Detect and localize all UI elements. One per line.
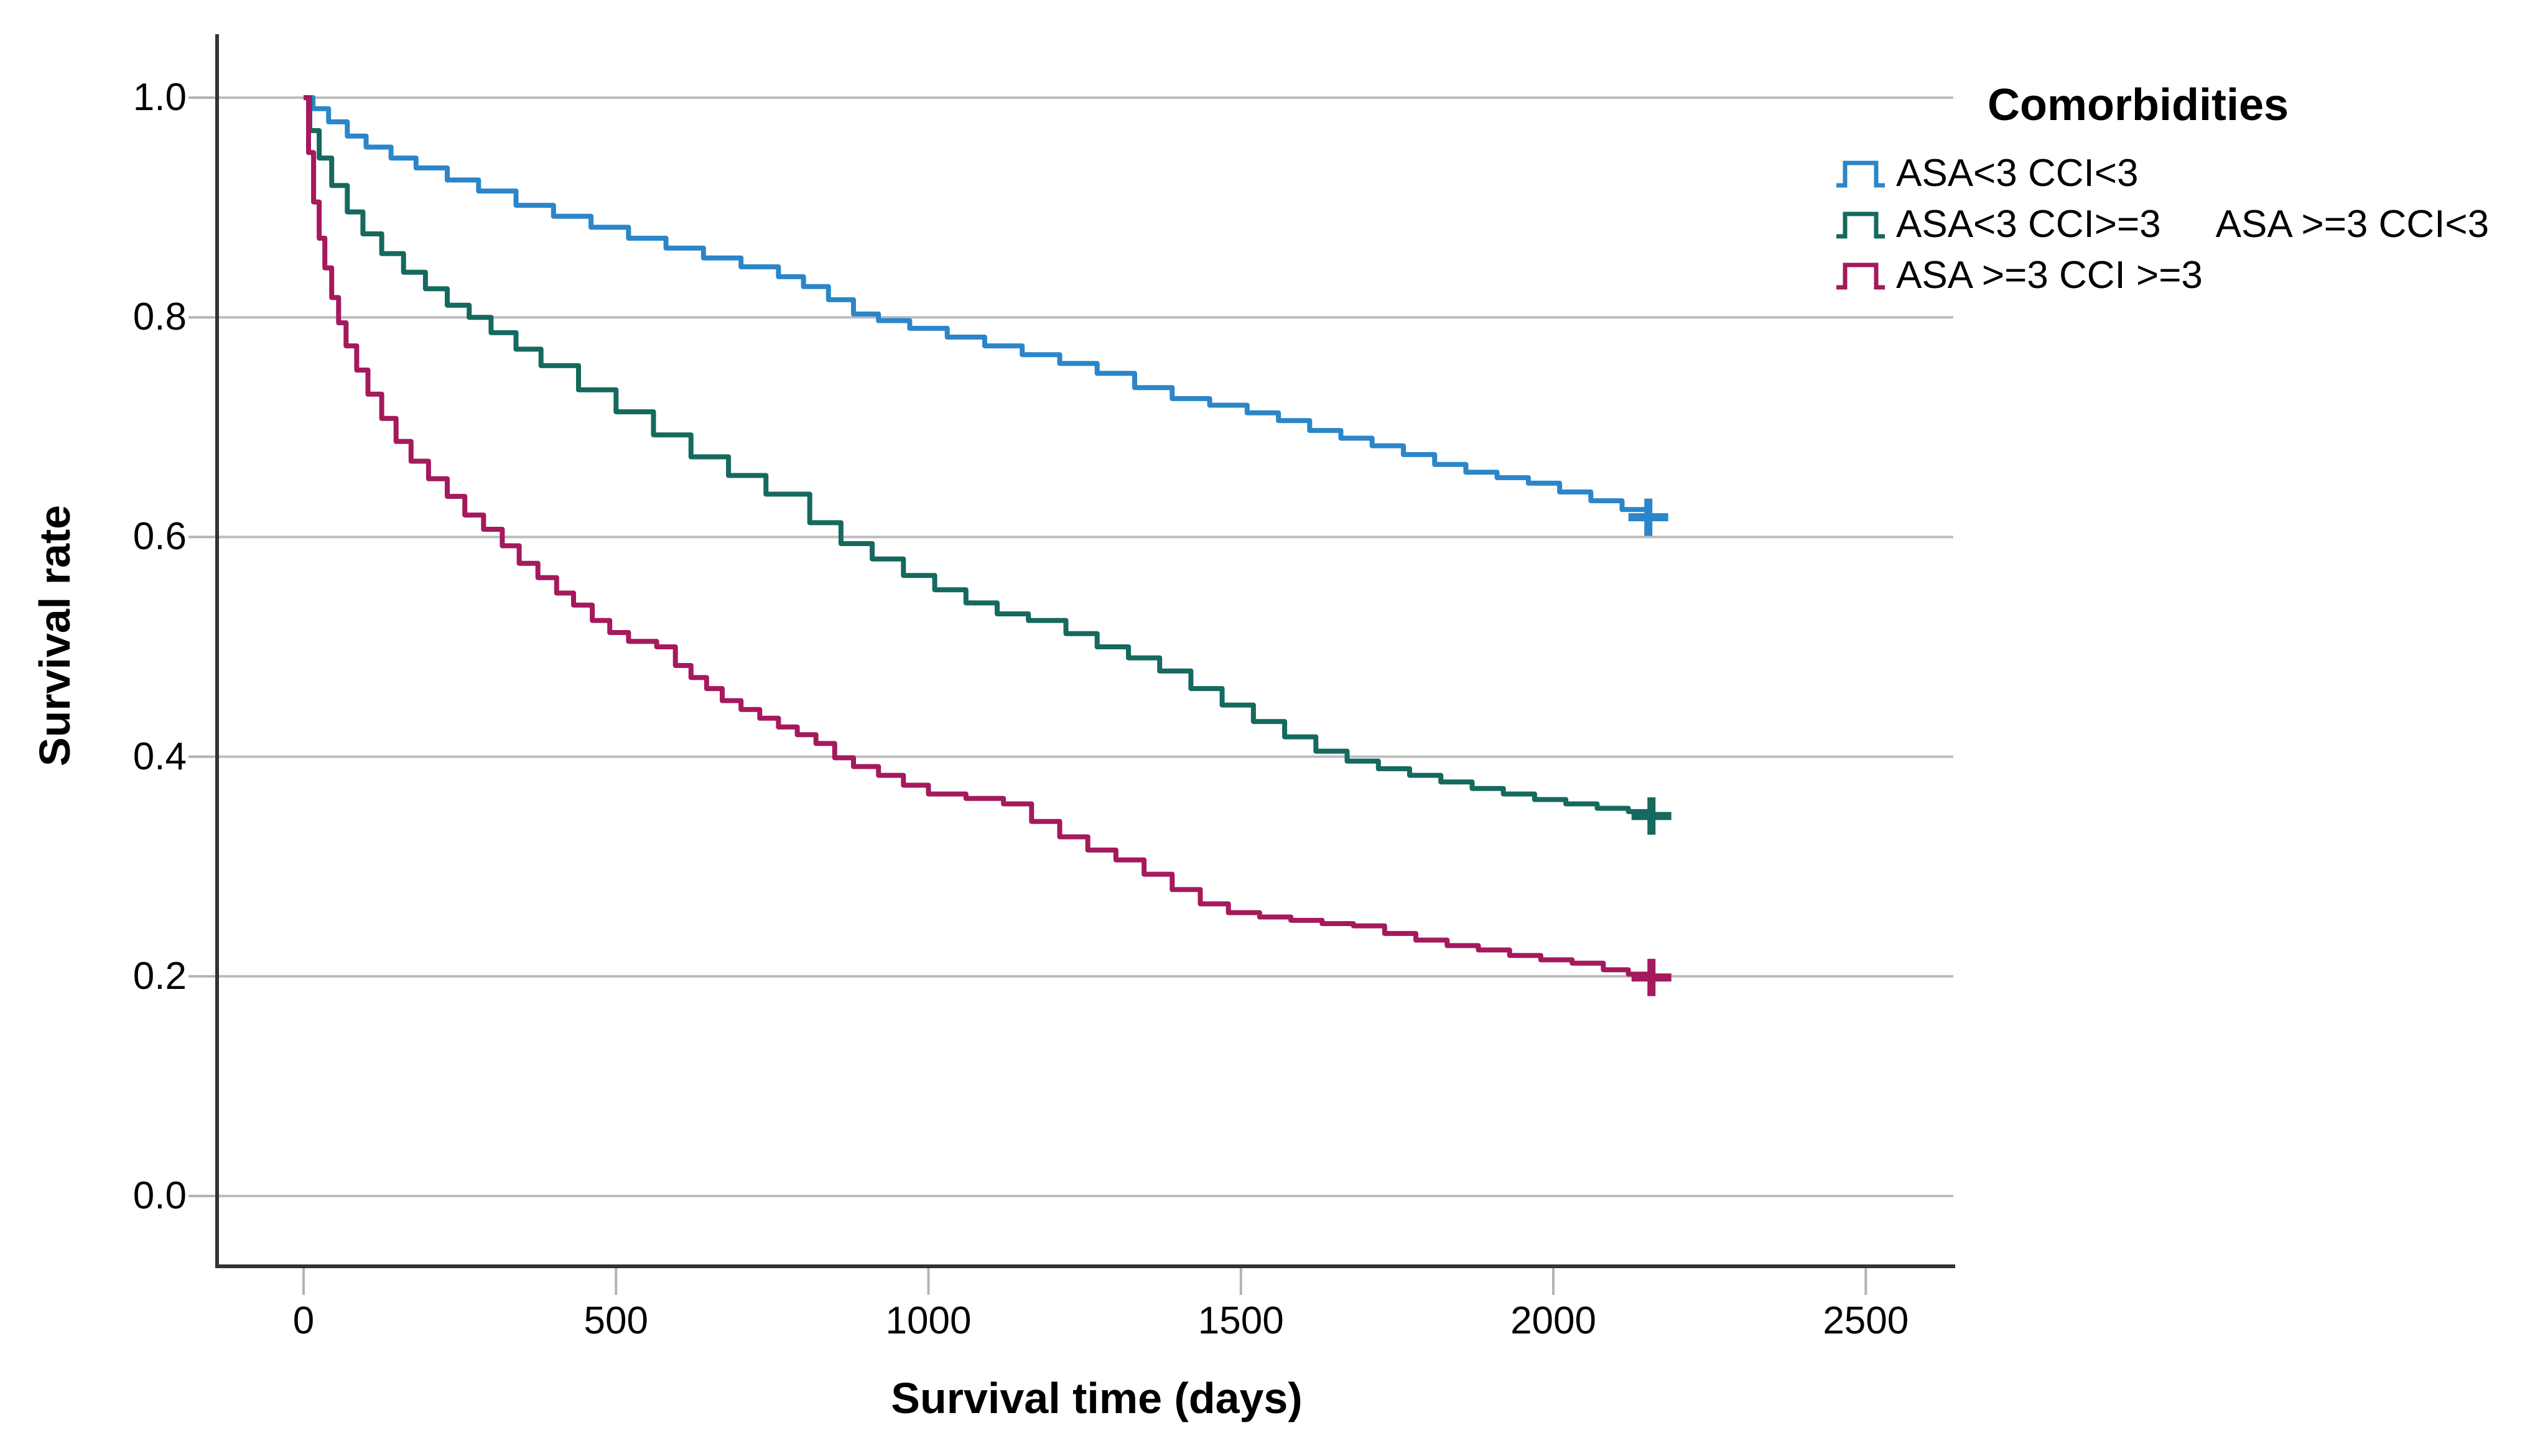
survival-curve: [304, 95, 1654, 978]
survival-curves: [304, 95, 1672, 996]
x-tick-label: 2500: [1823, 1299, 1909, 1342]
y-tick-label: 0.8: [133, 295, 187, 339]
legend-item-asa-lt3-cci-lt3: ASA<3 CCI<3: [1835, 152, 2138, 195]
legend-item-asa-ge3-cci-ge3: ASA >=3 CCI >=3: [1835, 254, 2203, 297]
y-tick-label: 0.2: [133, 954, 187, 998]
legend-item-asa-lt3-cci-ge3: ASA<3 CCI>=3 ASA >=3 CCI<3: [1835, 203, 2489, 246]
legend: Comorbidities ASA<3 CCI<3 ASA<3 CCI>=3 A…: [1835, 80, 2523, 316]
axis-lines: [215, 34, 1955, 1268]
x-tick-label: 2000: [1510, 1299, 1596, 1342]
x-axis-ticks: [302, 1266, 1867, 1295]
y-tick-label: 0.6: [133, 515, 187, 559]
step-line-swatch-icon: [1836, 211, 1885, 239]
gridlines: [219, 96, 1953, 1197]
x-tick-label: 1500: [1197, 1299, 1284, 1342]
y-axis-title: Survival rate: [30, 504, 79, 767]
y-tick-label: 0.0: [133, 1174, 187, 1217]
survival-curve: [304, 95, 1654, 816]
step-line-swatch-icon: [1836, 262, 1885, 290]
step-line-swatch-icon: [1836, 160, 1885, 188]
y-tick-label: 0.4: [133, 735, 187, 778]
x-tick-label: 0: [292, 1299, 315, 1342]
x-axis-title: Survival time (days): [891, 1374, 1303, 1422]
legend-title: Comorbidities: [1988, 80, 2289, 130]
survival-curve: [304, 95, 1651, 517]
y-tick-label: 1.0: [133, 76, 187, 119]
y-axis-ticks: [188, 96, 217, 1197]
legend-label: ASA >=3 CCI >=3: [1896, 253, 2203, 297]
x-tick-label: 500: [584, 1299, 648, 1342]
legend-label-asa-ge3-cci-lt3: ASA >=3 CCI<3: [2215, 202, 2490, 246]
x-tick-label: 1000: [885, 1299, 972, 1342]
legend-label: ASA<3 CCI<3: [1896, 151, 2139, 195]
legend-label: ASA<3 CCI>=3: [1896, 202, 2161, 246]
